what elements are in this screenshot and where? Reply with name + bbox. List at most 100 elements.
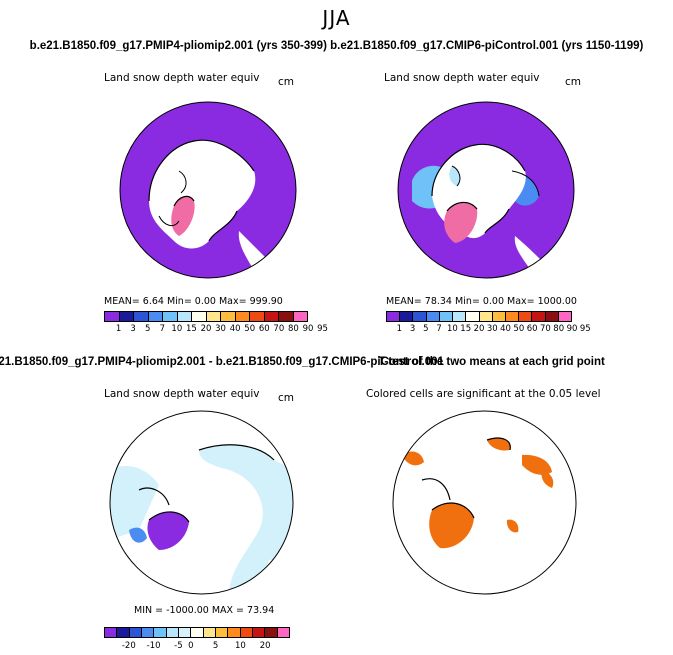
- colorbar-swatch: [203, 628, 216, 637]
- panel1-unit: cm: [278, 76, 295, 88]
- colorbar-tick-label: 30: [215, 324, 226, 334]
- ttest-title: T-test of the two means at each grid poi…: [378, 356, 605, 368]
- colorbar-tick-label: 5: [144, 324, 151, 334]
- colorbar-swatch: [264, 312, 279, 321]
- colorbar-tick-label: 30: [486, 324, 498, 334]
- panel1-title: Land snow depth water equiv: [104, 72, 260, 84]
- colorbar-tick-label: 1: [115, 324, 122, 334]
- colorbar-tick-label: 3: [409, 324, 416, 334]
- colorbar-swatch: [105, 628, 118, 637]
- colorbar-tick-label: 10: [447, 324, 458, 334]
- panel2-colorbar: [386, 311, 572, 322]
- colorbar-swatch: [532, 312, 546, 321]
- colorbar-swatch: [240, 628, 253, 637]
- colorbar-tick-label: 20: [200, 324, 212, 334]
- colorbar-tick-label: 90: [302, 324, 314, 334]
- colorbar-tick-label: 70: [273, 324, 285, 334]
- colorbar-tick-label: 0: [188, 641, 194, 651]
- colorbar-swatch: [439, 312, 454, 321]
- panel4-map: [392, 410, 577, 595]
- panel1-map: [119, 101, 297, 279]
- colorbar-swatch: [119, 312, 134, 321]
- panel4-sig-region-4: [522, 454, 552, 475]
- colorbar-swatch: [134, 312, 149, 321]
- colorbar-swatch: [426, 312, 440, 321]
- colorbar-swatch: [279, 312, 294, 321]
- colorbar-tick-label: 3: [130, 324, 136, 334]
- colorbar-tick-label: 80: [288, 324, 299, 334]
- colorbar-swatch: [252, 628, 266, 637]
- colorbar-swatch: [129, 628, 142, 637]
- panel1-stats: MEAN= 6.64 Min= 0.00 Max= 999.90: [104, 296, 283, 307]
- panel2-map: [397, 101, 575, 279]
- colorbar-swatch: [250, 312, 265, 321]
- colorbar-tick-label: 80: [553, 324, 565, 334]
- colorbar-tick-label: 95: [317, 324, 328, 334]
- colorbar-swatch: [154, 628, 167, 637]
- colorbar-swatch: [117, 628, 130, 637]
- colorbar-tick-label: 7: [436, 324, 442, 334]
- panel3-purple-region: [147, 511, 189, 550]
- colorbar-swatch: [215, 628, 229, 637]
- colorbar-swatch: [235, 312, 250, 321]
- panel3-lightblue-region: [199, 444, 293, 594]
- colorbar-tick-label: 40: [500, 324, 511, 334]
- colorbar-tick-label: -10: [146, 641, 161, 651]
- colorbar-tick-label: 50: [513, 324, 525, 334]
- colorbar-tick-label: 7: [159, 324, 165, 334]
- difference-title: e21.B1850.f09_g17.PMIP4-pliomip2.001 - b…: [0, 356, 444, 368]
- colorbar-tick-label: 50: [244, 324, 256, 334]
- colorbar-swatch: [177, 312, 192, 321]
- colorbar-swatch: [265, 628, 278, 637]
- colorbar-swatch: [148, 312, 163, 321]
- colorbar-swatch: [400, 312, 414, 321]
- colorbar-tick-label: 10: [171, 324, 183, 334]
- colorbar-swatch: [519, 312, 533, 321]
- panel1-colorbar: [104, 311, 308, 322]
- colorbar-swatch: [387, 312, 401, 321]
- colorbar-tick-label: 60: [258, 324, 270, 334]
- colorbar-tick-label: 5: [423, 324, 429, 334]
- colorbar-tick-label: 95: [579, 324, 591, 334]
- colorbar-swatch: [166, 628, 179, 637]
- panel4-sig-region-3: [487, 438, 511, 451]
- panel2-greenland: [444, 202, 478, 243]
- colorbar-tick-label: 90: [566, 324, 578, 334]
- colorbar-swatch: [178, 628, 192, 637]
- panel4-sig-region-1: [402, 451, 424, 466]
- colorbar-swatch: [221, 312, 236, 321]
- panel3-unit: cm: [278, 392, 295, 404]
- colorbar-swatch: [453, 312, 467, 321]
- panel3-stats: MIN = -1000.00 MAX = 73.94: [134, 605, 275, 616]
- panel4-sig-region-5: [506, 519, 519, 533]
- panel3-yellow-region: [266, 559, 293, 594]
- colorbar-tick-label: -5: [174, 641, 183, 651]
- figure-title: b.e21.B1850.f09_g17.PMIP4-pliomip2.001 (…: [29, 40, 644, 52]
- colorbar-swatch: [558, 312, 572, 321]
- colorbar-swatch: [466, 312, 480, 321]
- panel2-unit: cm: [565, 76, 582, 88]
- panel3-colorbar: [104, 627, 290, 638]
- colorbar-swatch: [191, 628, 204, 637]
- panel3-map: [109, 410, 294, 595]
- panel1-greenland: [171, 196, 195, 236]
- panel2-title: Land snow depth water equiv: [384, 72, 540, 84]
- panel3-title: Land snow depth water equiv: [104, 388, 260, 400]
- season-title: JJA: [322, 6, 351, 30]
- panel4-sig-region-6: [541, 470, 554, 488]
- panel4-title: Colored cells are significant at the 0.0…: [366, 388, 601, 400]
- colorbar-swatch: [505, 312, 520, 321]
- colorbar-swatch: [545, 312, 559, 321]
- colorbar-swatch: [492, 312, 506, 321]
- colorbar-swatch: [277, 628, 289, 637]
- colorbar-tick-label: -20: [121, 641, 136, 651]
- colorbar-tick-label: 10: [234, 641, 246, 651]
- colorbar-swatch: [293, 312, 307, 321]
- colorbar-tick-label: 60: [526, 324, 538, 334]
- colorbar-tick-label: 15: [460, 324, 472, 334]
- colorbar-swatch: [105, 312, 120, 321]
- colorbar-swatch: [479, 312, 493, 321]
- colorbar-tick-label: 70: [540, 324, 551, 334]
- colorbar-swatch: [228, 628, 241, 637]
- colorbar-swatch: [163, 312, 178, 321]
